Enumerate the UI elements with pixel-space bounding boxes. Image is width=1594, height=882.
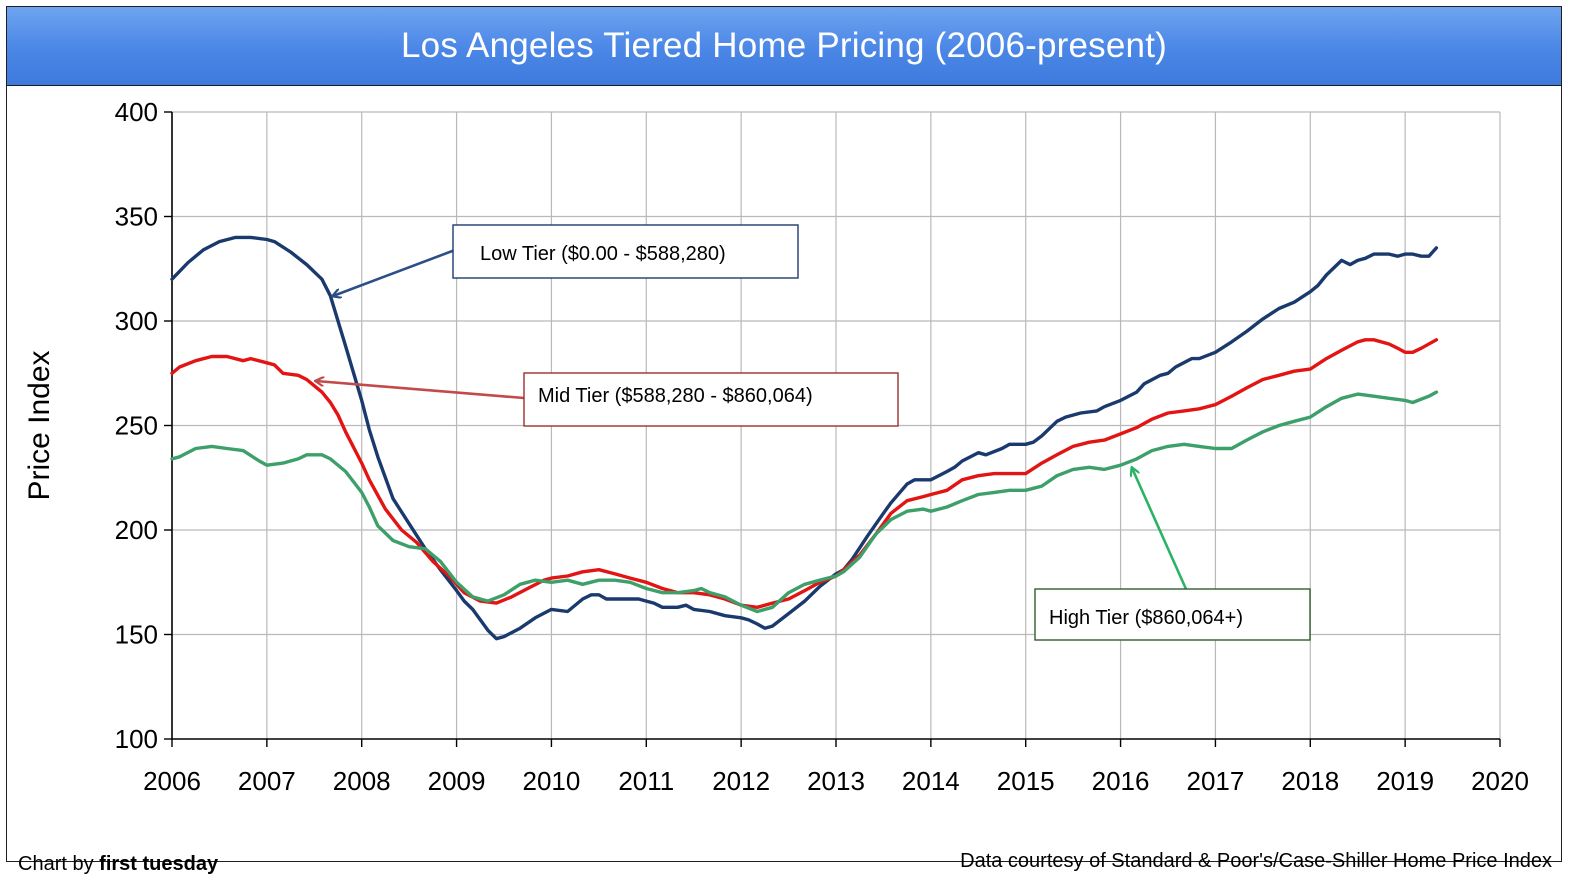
y-tick-label: 150 bbox=[115, 620, 158, 650]
low-tier-callout-label: Low Tier ($0.00 - $588,280) bbox=[480, 243, 726, 265]
y-axis-title: Price Index bbox=[23, 350, 56, 500]
x-tick-label: 2014 bbox=[902, 766, 960, 796]
x-tick-label: 2016 bbox=[1092, 766, 1150, 796]
chart-title: Los Angeles Tiered Home Pricing (2006-pr… bbox=[401, 26, 1167, 65]
x-tick-label: 2019 bbox=[1376, 766, 1434, 796]
x-tick-label: 2012 bbox=[712, 766, 770, 796]
y-tick-label: 400 bbox=[115, 97, 158, 127]
mid-tier-callout-label: Mid Tier ($588,280 - $860,064) bbox=[538, 385, 813, 407]
y-tick-label: 300 bbox=[115, 306, 158, 336]
x-tick-label: 2015 bbox=[997, 766, 1055, 796]
chart-frame: Los Angeles Tiered Home Pricing (2006-pr… bbox=[6, 6, 1562, 862]
high-tier-callout-box bbox=[1034, 588, 1311, 641]
x-tick-label: 2017 bbox=[1187, 766, 1245, 796]
x-tick-label: 2010 bbox=[523, 766, 581, 796]
high-tier-callout-label: High Tier ($860,064+) bbox=[1049, 607, 1243, 629]
x-tick-label: 2020 bbox=[1471, 766, 1529, 796]
x-tick-label: 2009 bbox=[428, 766, 486, 796]
high-tier-callout-arrow bbox=[1132, 468, 1188, 590]
low-tier-callout-box bbox=[452, 224, 799, 279]
title-bar: Los Angeles Tiered Home Pricing (2006-pr… bbox=[7, 7, 1561, 86]
x-tick-label: 2013 bbox=[807, 766, 865, 796]
low-tier-callout-arrow bbox=[333, 248, 456, 296]
mid-tier-callout-box bbox=[523, 372, 899, 427]
y-tick-label: 250 bbox=[115, 411, 158, 441]
x-tick-label: 2007 bbox=[238, 766, 296, 796]
mid-tier-callout-arrow bbox=[316, 381, 525, 400]
chart-credit: Chart by first tuesday bbox=[18, 853, 218, 876]
mid-tier-line bbox=[170, 338, 1439, 609]
data-source: Data courtesy of Standard & Poor's/Case-… bbox=[960, 850, 1552, 872]
y-tick-label: 350 bbox=[115, 202, 158, 232]
high-tier-line bbox=[170, 390, 1439, 614]
x-tick-label: 2011 bbox=[618, 766, 674, 796]
x-tick-label: 2008 bbox=[333, 766, 391, 796]
credit-prefix: Chart by bbox=[18, 853, 100, 875]
x-tick-label: 2018 bbox=[1281, 766, 1339, 796]
y-tick-label: 100 bbox=[115, 724, 158, 754]
credit-brand: first tuesday bbox=[99, 853, 219, 875]
x-tick-label: 2006 bbox=[143, 766, 201, 796]
y-tick-label: 200 bbox=[115, 515, 158, 545]
